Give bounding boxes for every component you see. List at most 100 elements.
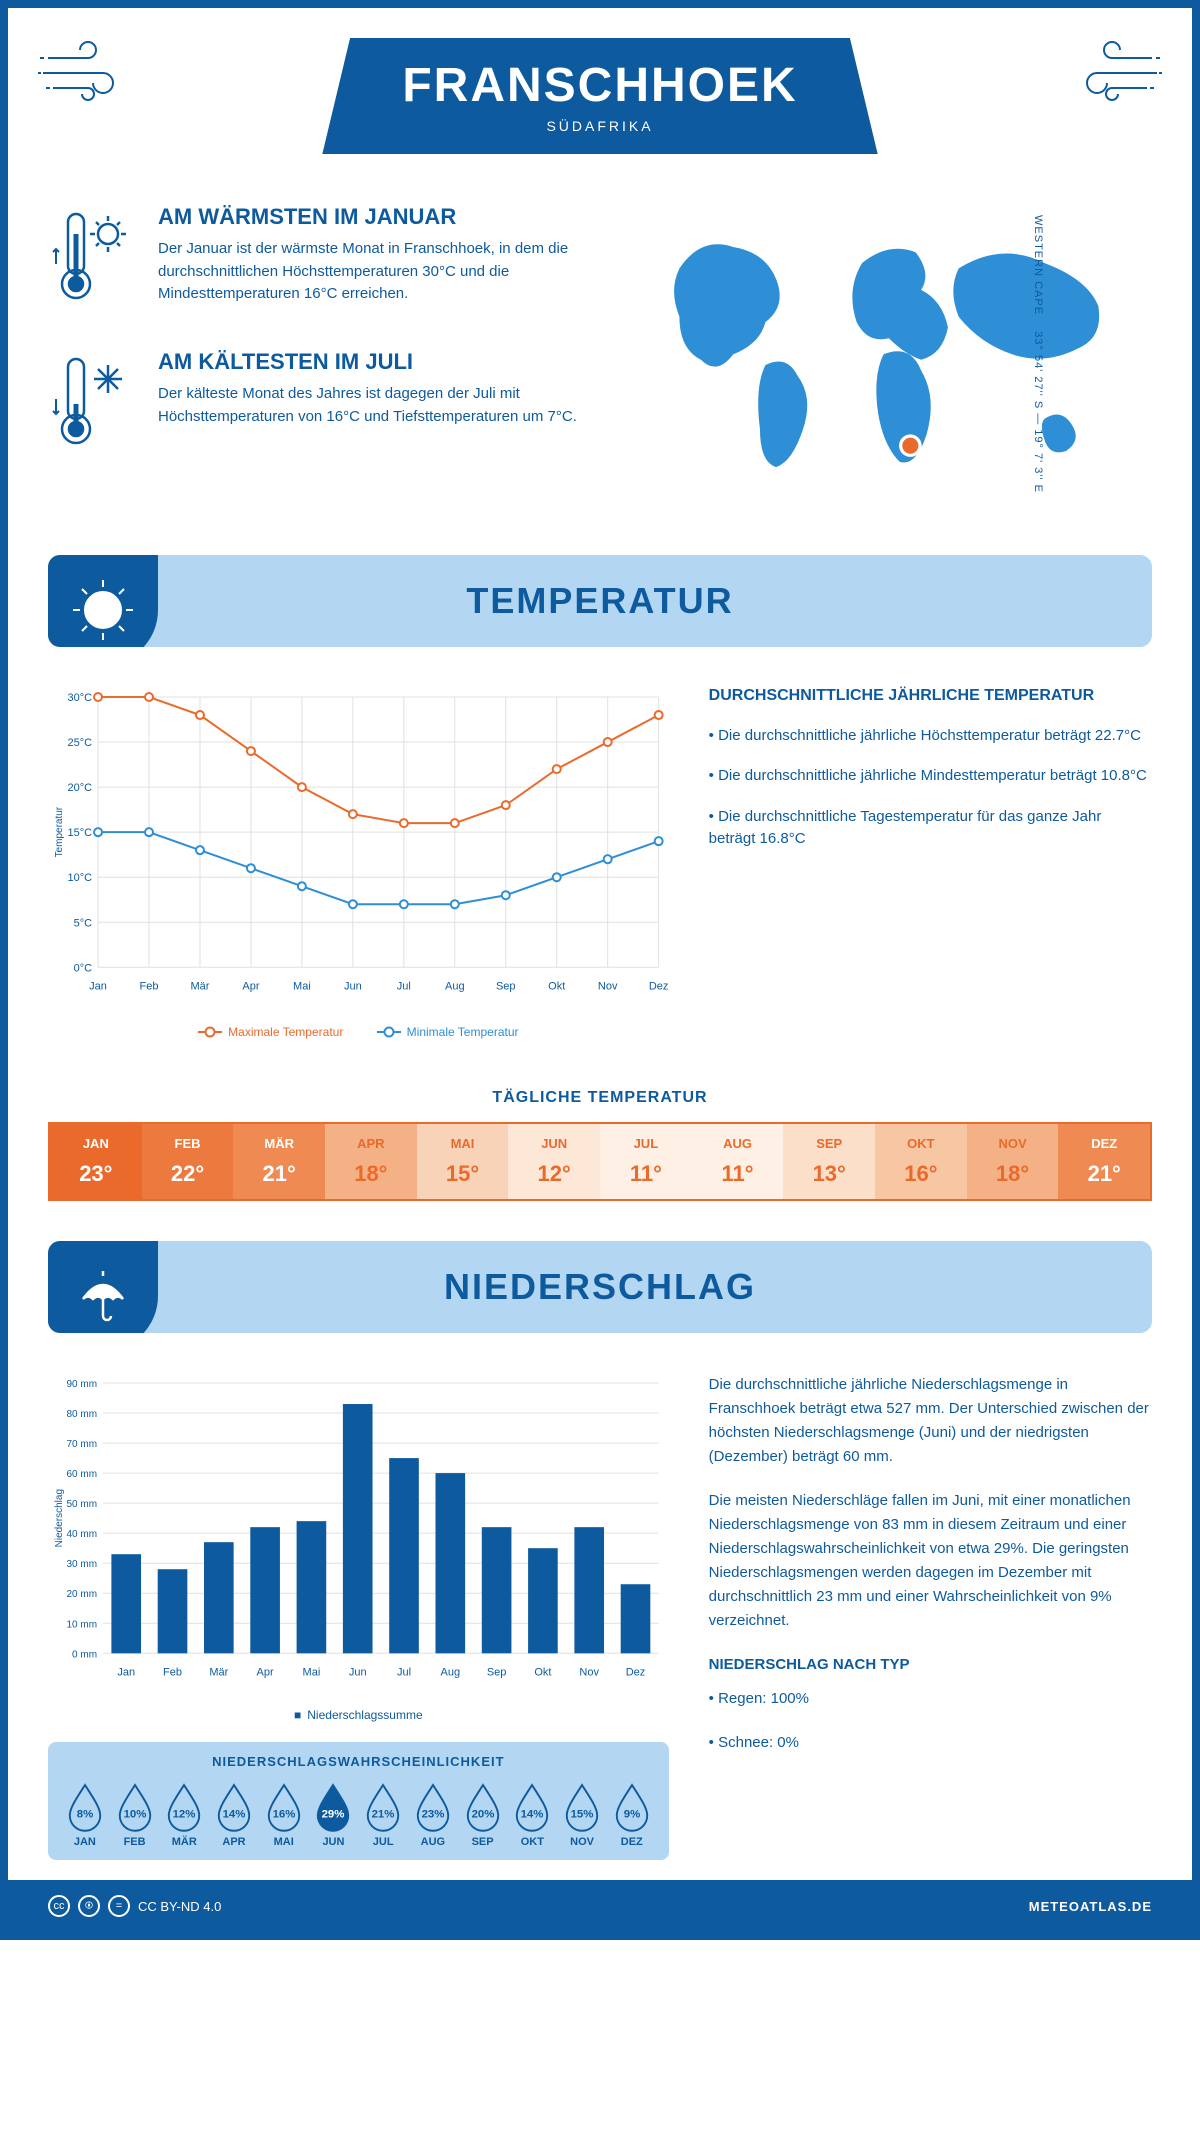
daily-temp-cell: DEZ21° bbox=[1058, 1124, 1150, 1199]
svg-text:Mär: Mär bbox=[209, 1666, 228, 1678]
warmest-text: AM WÄRMSTEN IM JANUAR Der Januar ist der… bbox=[158, 204, 585, 319]
svg-text:15°C: 15°C bbox=[67, 827, 92, 839]
temperature-line-chart: 0°C5°C10°C15°C20°C25°C30°CJanFebMärAprMa… bbox=[48, 687, 669, 1007]
probability-cell: 20% SEP bbox=[458, 1781, 508, 1848]
footer-site: METEOATLAS.DE bbox=[1029, 1899, 1152, 1914]
thermometer-snow-icon bbox=[48, 349, 138, 464]
daily-temp-cell: MÄR21° bbox=[233, 1124, 325, 1199]
svg-text:20%: 20% bbox=[471, 1809, 494, 1821]
probability-cell: 16% MAI bbox=[259, 1781, 309, 1848]
license-text: CC BY-ND 4.0 bbox=[138, 1899, 221, 1914]
svg-text:0 mm: 0 mm bbox=[72, 1649, 97, 1660]
daily-temp-title: TÄGLICHE TEMPERATUR bbox=[8, 1089, 1192, 1107]
legend-min-label: Minimale Temperatur bbox=[407, 1025, 519, 1039]
daily-temp-cell: OKT16° bbox=[875, 1124, 967, 1199]
warmest-title: AM WÄRMSTEN IM JANUAR bbox=[158, 204, 585, 230]
page-subtitle: SÜDAFRIKA bbox=[402, 118, 797, 134]
precipitation-description: Die durchschnittliche jährliche Niedersc… bbox=[709, 1373, 1152, 1860]
probability-cell: 10% FEB bbox=[110, 1781, 160, 1848]
svg-text:60 mm: 60 mm bbox=[66, 1469, 97, 1480]
precipitation-legend: ■ Niederschlagssumme bbox=[48, 1708, 669, 1722]
temp-desc-title: DURCHSCHNITTLICHE JÄHRLICHE TEMPERATUR bbox=[709, 687, 1152, 705]
svg-text:23%: 23% bbox=[421, 1809, 444, 1821]
coldest-text: AM KÄLTESTEN IM JULI Der kälteste Monat … bbox=[158, 349, 585, 464]
svg-text:29%: 29% bbox=[322, 1809, 345, 1821]
probability-cell: 21% JUL bbox=[358, 1781, 408, 1848]
precip-type-title: NIEDERSCHLAG NACH TYP bbox=[709, 1653, 1152, 1677]
warmest-block: AM WÄRMSTEN IM JANUAR Der Januar ist der… bbox=[48, 204, 585, 319]
svg-text:Jul: Jul bbox=[397, 980, 411, 992]
precip-type-rain: • Regen: 100% bbox=[709, 1687, 1152, 1711]
precip-desc-p2: Die meisten Niederschläge fallen im Juni… bbox=[709, 1489, 1152, 1633]
nd-icon: = bbox=[108, 1895, 130, 1917]
precip-type-snow: • Schnee: 0% bbox=[709, 1731, 1152, 1755]
probability-cell: 9% DEZ bbox=[607, 1781, 657, 1848]
svg-text:Mai: Mai bbox=[303, 1666, 321, 1678]
svg-text:Jan: Jan bbox=[89, 980, 107, 992]
svg-text:5°C: 5°C bbox=[74, 917, 93, 929]
daily-temp-cell: AUG11° bbox=[692, 1124, 784, 1199]
umbrella-icon bbox=[48, 1241, 158, 1333]
temp-desc-p2: • Die durchschnittliche jährliche Mindes… bbox=[709, 765, 1152, 788]
svg-text:40 mm: 40 mm bbox=[66, 1529, 97, 1540]
by-icon: 🅯 bbox=[78, 1895, 100, 1917]
precipitation-banner: NIEDERSCHLAG bbox=[48, 1241, 1152, 1333]
svg-text:Mai: Mai bbox=[293, 980, 311, 992]
temperature-description: DURCHSCHNITTLICHE JÄHRLICHE TEMPERATUR •… bbox=[709, 687, 1152, 1039]
daily-temp-cell: FEB22° bbox=[142, 1124, 234, 1199]
precipitation-content: 0 mm10 mm20 mm30 mm40 mm50 mm60 mm70 mm8… bbox=[8, 1353, 1192, 1880]
svg-text:Aug: Aug bbox=[441, 1666, 461, 1678]
svg-text:70 mm: 70 mm bbox=[66, 1439, 97, 1450]
svg-text:Aug: Aug bbox=[445, 980, 465, 992]
svg-text:Nov: Nov bbox=[598, 980, 618, 992]
daily-temperature-table: JAN23° FEB22° MÄR21° APR18° MAI15° JUN12… bbox=[48, 1122, 1152, 1201]
svg-text:15%: 15% bbox=[571, 1809, 594, 1821]
intro-text-column: AM WÄRMSTEN IM JANUAR Der Januar ist der… bbox=[48, 204, 585, 505]
page-container: FRANSCHHOEK SÜDAFRIKA AM WÄRMSTEN IM JAN… bbox=[0, 0, 1200, 1940]
probability-title: NIEDERSCHLAGSWAHRSCHEINLICHKEIT bbox=[60, 1754, 657, 1769]
precipitation-chart-area: 0 mm10 mm20 mm30 mm40 mm50 mm60 mm70 mm8… bbox=[48, 1373, 669, 1860]
intro-section: AM WÄRMSTEN IM JANUAR Der Januar ist der… bbox=[8, 174, 1192, 535]
svg-text:21%: 21% bbox=[372, 1809, 395, 1821]
svg-text:Niederschlag: Niederschlag bbox=[54, 1489, 65, 1547]
svg-text:14%: 14% bbox=[223, 1809, 246, 1821]
svg-text:Feb: Feb bbox=[163, 1666, 182, 1678]
probability-cell: 12% MÄR bbox=[159, 1781, 209, 1848]
daily-temp-cell: NOV18° bbox=[967, 1124, 1059, 1199]
svg-text:80 mm: 80 mm bbox=[66, 1409, 97, 1420]
daily-temp-cell: JUL11° bbox=[600, 1124, 692, 1199]
thermometer-sun-icon bbox=[48, 204, 138, 319]
temperature-banner: TEMPERATUR bbox=[48, 555, 1152, 647]
probability-cell: 15% NOV bbox=[557, 1781, 607, 1848]
svg-text:20°C: 20°C bbox=[67, 782, 92, 794]
map-column: WESTERN CAPE 33° 54' 27'' S — 19° 7' 3''… bbox=[615, 204, 1152, 505]
svg-text:Temperatur: Temperatur bbox=[54, 806, 65, 857]
page-title: FRANSCHHOEK bbox=[402, 58, 797, 113]
temperature-chart-area: 0°C5°C10°C15°C20°C25°C30°CJanFebMärAprMa… bbox=[48, 687, 669, 1039]
svg-text:90 mm: 90 mm bbox=[66, 1379, 97, 1390]
svg-text:Mär: Mär bbox=[191, 980, 210, 992]
svg-text:16%: 16% bbox=[272, 1809, 295, 1821]
coldest-block: AM KÄLTESTEN IM JULI Der kälteste Monat … bbox=[48, 349, 585, 464]
svg-text:Sep: Sep bbox=[496, 980, 516, 992]
svg-text:Jun: Jun bbox=[349, 1666, 367, 1678]
coordinates-label: WESTERN CAPE 33° 54' 27'' S — 19° 7' 3''… bbox=[1032, 215, 1044, 493]
precip-desc-p1: Die durchschnittliche jährliche Niedersc… bbox=[709, 1373, 1152, 1469]
svg-text:Apr: Apr bbox=[242, 980, 259, 992]
coldest-title: AM KÄLTESTEN IM JULI bbox=[158, 349, 585, 375]
svg-text:Dez: Dez bbox=[626, 1666, 646, 1678]
svg-text:Jan: Jan bbox=[117, 1666, 135, 1678]
footer: cc 🅯 = CC BY-ND 4.0 METEOATLAS.DE bbox=[8, 1880, 1192, 1932]
temp-desc-p3: • Die durchschnittliche Tagestemperatur … bbox=[709, 806, 1152, 851]
daily-temp-cell: SEP13° bbox=[783, 1124, 875, 1199]
header: FRANSCHHOEK SÜDAFRIKA bbox=[8, 8, 1192, 174]
temperature-content: 0°C5°C10°C15°C20°C25°C30°CJanFebMärAprMa… bbox=[8, 667, 1192, 1059]
svg-text:10%: 10% bbox=[123, 1809, 146, 1821]
svg-text:25°C: 25°C bbox=[67, 737, 92, 749]
svg-text:Okt: Okt bbox=[534, 1666, 551, 1678]
title-banner: FRANSCHHOEK SÜDAFRIKA bbox=[322, 38, 877, 154]
svg-text:8%: 8% bbox=[77, 1809, 94, 1821]
world-map-icon bbox=[615, 204, 1152, 505]
footer-license: cc 🅯 = CC BY-ND 4.0 bbox=[48, 1895, 221, 1917]
probability-cell: 14% APR bbox=[209, 1781, 259, 1848]
